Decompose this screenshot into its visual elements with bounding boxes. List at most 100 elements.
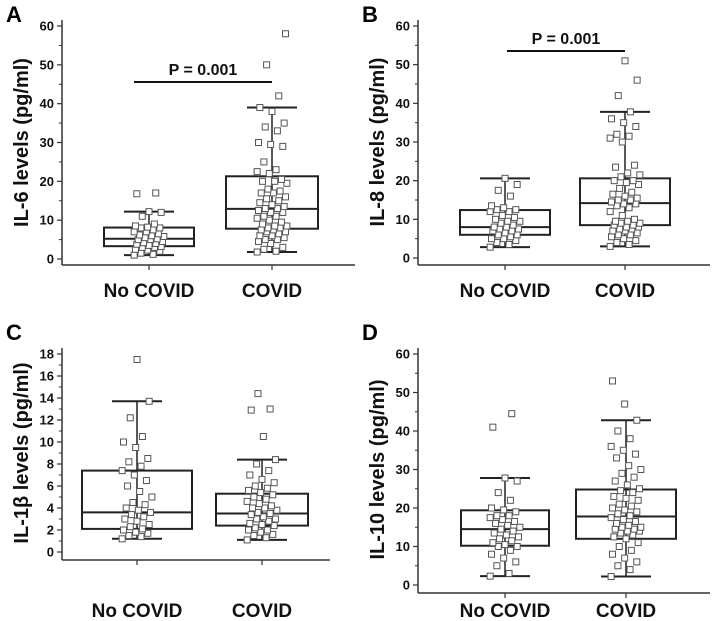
y-tick-label: 50 bbox=[396, 57, 410, 72]
data-point bbox=[261, 504, 269, 512]
data-point bbox=[513, 181, 521, 189]
data-point bbox=[512, 206, 520, 214]
y-tick-label: 50 bbox=[396, 385, 410, 400]
data-point bbox=[493, 206, 501, 214]
data-point bbox=[615, 500, 623, 508]
data-point bbox=[266, 405, 274, 413]
data-point bbox=[149, 250, 157, 258]
data-point bbox=[501, 474, 509, 482]
box-no-covid bbox=[459, 174, 551, 251]
data-point bbox=[261, 123, 269, 131]
data-point bbox=[614, 196, 622, 204]
panel-letter: D bbox=[362, 320, 378, 345]
data-point bbox=[620, 235, 628, 243]
data-point bbox=[282, 193, 289, 201]
data-point bbox=[635, 181, 642, 189]
x-tick-label: COVID bbox=[232, 601, 292, 621]
data-point bbox=[490, 529, 498, 537]
data-point bbox=[637, 466, 645, 473]
data-point bbox=[254, 390, 262, 398]
data-point bbox=[137, 462, 145, 470]
data-point bbox=[626, 512, 634, 520]
data-point bbox=[634, 539, 642, 547]
data-point bbox=[501, 541, 509, 549]
data-point bbox=[265, 467, 273, 475]
data-point bbox=[509, 221, 517, 229]
data-point bbox=[261, 236, 269, 244]
data-point bbox=[263, 61, 271, 69]
data-point bbox=[246, 519, 254, 527]
y-tick-label: 30 bbox=[396, 135, 410, 150]
data-point bbox=[272, 166, 280, 174]
data-point bbox=[619, 446, 627, 454]
data-point bbox=[610, 177, 618, 185]
data-point bbox=[253, 168, 261, 176]
data-point bbox=[613, 239, 621, 247]
y-axis-label: IL-10 levels (pg/ml) bbox=[367, 379, 389, 559]
data-point bbox=[268, 107, 276, 115]
data-point bbox=[267, 208, 275, 216]
data-point bbox=[498, 211, 506, 219]
data-point bbox=[253, 460, 261, 468]
y-tick-label: 10 bbox=[396, 539, 410, 554]
data-point bbox=[627, 502, 635, 510]
data-point bbox=[606, 242, 614, 250]
data-point bbox=[257, 528, 265, 536]
data-point bbox=[255, 500, 263, 508]
data-point bbox=[606, 134, 614, 142]
data-point bbox=[259, 433, 267, 440]
y-tick-label: 60 bbox=[396, 347, 410, 362]
data-point bbox=[624, 217, 632, 225]
y-tick-label: 12 bbox=[40, 413, 54, 428]
x-tick-label: COVID bbox=[595, 281, 655, 302]
data-point bbox=[631, 517, 639, 525]
data-point bbox=[269, 530, 277, 538]
data-point bbox=[614, 562, 622, 570]
data-point bbox=[156, 224, 164, 232]
data-point bbox=[616, 184, 624, 192]
y-tick-label: 10 bbox=[40, 435, 54, 450]
data-point bbox=[269, 189, 277, 197]
panel-letter: A bbox=[6, 2, 22, 27]
data-point bbox=[262, 534, 270, 542]
data-point bbox=[498, 516, 506, 524]
data-point bbox=[634, 496, 642, 504]
data-point bbox=[269, 491, 277, 499]
data-point bbox=[250, 493, 258, 501]
data-point bbox=[615, 543, 623, 550]
data-point bbox=[633, 194, 641, 202]
box-covid bbox=[579, 57, 671, 250]
data-point bbox=[272, 212, 280, 220]
data-point bbox=[277, 218, 285, 226]
data-point bbox=[505, 240, 513, 248]
data-point bbox=[618, 211, 626, 219]
data-point bbox=[129, 499, 137, 506]
data-point bbox=[120, 438, 127, 446]
data-point bbox=[516, 217, 524, 225]
data-point bbox=[625, 462, 633, 470]
data-point bbox=[508, 537, 516, 545]
data-point bbox=[630, 525, 638, 533]
data-point bbox=[632, 123, 640, 131]
data-point bbox=[625, 521, 633, 529]
data-point bbox=[138, 433, 146, 440]
data-point bbox=[132, 222, 139, 230]
data-point bbox=[138, 212, 146, 220]
data-point bbox=[610, 533, 618, 541]
data-point bbox=[264, 185, 272, 193]
data-point bbox=[279, 142, 287, 150]
data-point bbox=[609, 504, 616, 512]
data-point bbox=[264, 224, 272, 232]
data-point bbox=[273, 506, 281, 514]
data-point bbox=[636, 485, 643, 493]
data-point bbox=[633, 416, 641, 424]
data-point bbox=[515, 533, 522, 541]
data-point bbox=[270, 479, 278, 487]
data-point bbox=[494, 543, 502, 550]
box-no-covid bbox=[460, 410, 550, 580]
data-point bbox=[259, 220, 267, 228]
data-point bbox=[493, 512, 501, 520]
data-point bbox=[147, 508, 154, 516]
data-point bbox=[247, 406, 255, 414]
y-tick-label: 40 bbox=[396, 96, 410, 111]
